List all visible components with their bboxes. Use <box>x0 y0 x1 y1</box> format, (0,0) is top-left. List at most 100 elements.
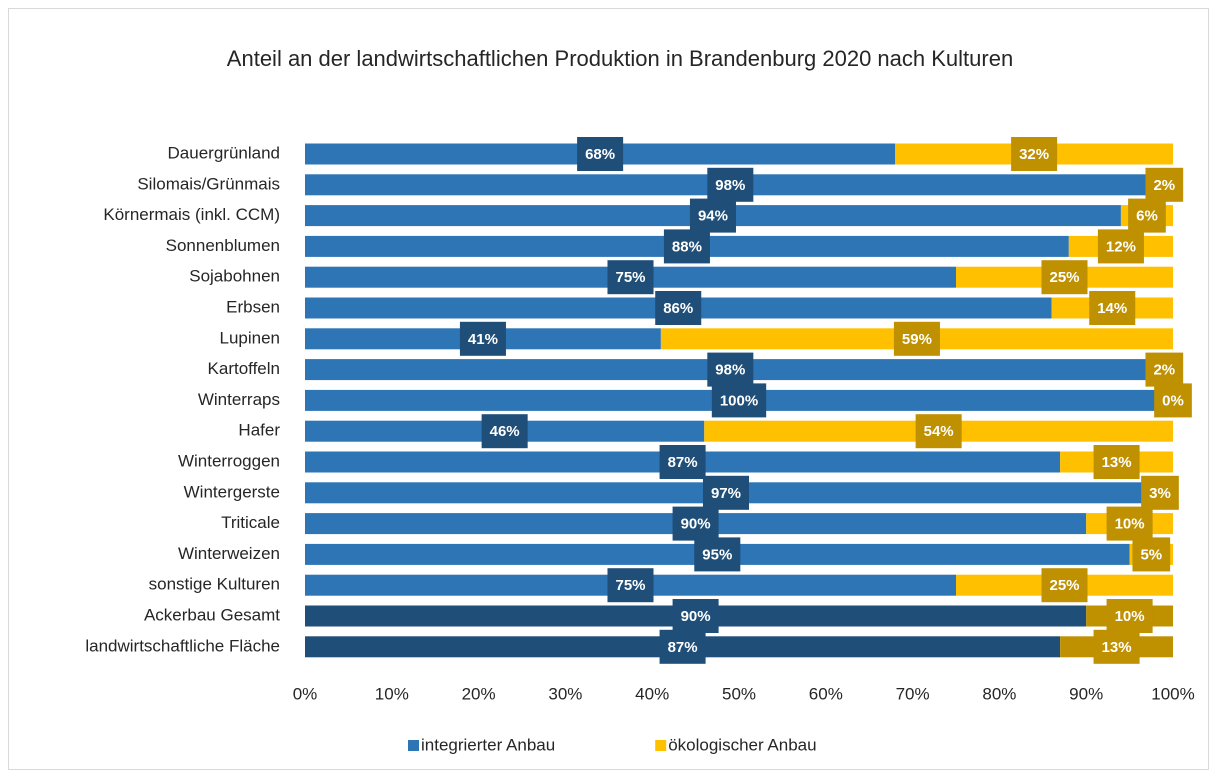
data-label: 10% <box>1115 608 1145 625</box>
x-tick-label: 100% <box>1151 684 1194 703</box>
data-label: 0% <box>1162 392 1184 409</box>
data-label: 75% <box>615 269 645 286</box>
data-label: 32% <box>1019 146 1049 163</box>
data-label: 54% <box>924 423 954 440</box>
data-label-box <box>1154 383 1192 418</box>
data-label: 98% <box>715 362 745 379</box>
data-label-box <box>655 291 702 325</box>
data-label: 12% <box>1106 238 1136 255</box>
y-tick-label: Ackerbau Gesamt <box>144 605 280 624</box>
data-label-box <box>893 321 940 356</box>
data-label-box <box>1097 229 1144 264</box>
y-tick-label: Dauergrünland <box>168 143 280 162</box>
data-label: 2% <box>1153 177 1175 194</box>
data-label: 13% <box>1102 454 1132 471</box>
data-label-box <box>711 383 767 418</box>
data-label-box <box>607 568 654 603</box>
data-label: 59% <box>902 331 932 348</box>
data-label-box <box>702 475 749 510</box>
data-label-box <box>481 414 528 449</box>
x-tick-label: 90% <box>1069 684 1103 703</box>
y-tick-label: Lupinen <box>219 328 280 347</box>
data-label-box <box>1041 568 1088 603</box>
data-label-box <box>694 537 741 572</box>
legend-swatch <box>655 740 667 751</box>
data-label-box <box>1141 475 1179 510</box>
data-label-box <box>1132 537 1171 572</box>
x-tick-label: 20% <box>462 684 496 703</box>
data-label-box <box>1093 629 1140 664</box>
data-label: 6% <box>1136 208 1158 225</box>
data-label: 100% <box>720 392 758 409</box>
data-label-box <box>707 167 754 202</box>
data-label: 3% <box>1149 485 1171 502</box>
data-label: 98% <box>715 177 745 194</box>
data-label: 10% <box>1115 516 1145 533</box>
y-tick-label: Sonnenblumen <box>166 236 280 255</box>
data-label: 14% <box>1097 300 1127 317</box>
data-label: 25% <box>1049 269 1079 286</box>
data-label-box <box>1011 137 1058 171</box>
data-label-box <box>1106 506 1153 541</box>
y-tick-label: Erbsen <box>226 297 280 316</box>
data-label: 2% <box>1153 362 1175 379</box>
data-label: 75% <box>615 577 645 594</box>
data-label: 97% <box>711 485 741 502</box>
x-tick-label: 30% <box>548 684 582 703</box>
y-tick-label: Silomais/Grünmais <box>137 174 280 193</box>
y-tick-label: Sojabohnen <box>189 267 280 286</box>
y-tick-label: sonstige Kulturen <box>149 575 280 594</box>
legend-label: ökologischer Anbau <box>668 735 816 754</box>
x-tick-label: 40% <box>635 684 669 703</box>
data-label-box <box>659 445 706 479</box>
data-label-box <box>659 629 706 664</box>
y-tick-label: Triticale <box>221 513 280 532</box>
data-label-box <box>1041 260 1088 295</box>
legend-label: integrierter Anbau <box>421 735 555 754</box>
data-label: 87% <box>668 454 698 471</box>
data-label-box <box>707 352 754 387</box>
data-label-box <box>915 414 962 449</box>
x-tick-label: 60% <box>809 684 843 703</box>
y-tick-label: landwirtschaftliche Fläche <box>85 636 280 655</box>
data-label-box <box>663 229 710 264</box>
data-label-box <box>459 321 506 356</box>
data-label: 87% <box>668 639 698 656</box>
data-label-box <box>1145 167 1184 202</box>
y-tick-label: Hafer <box>238 421 280 440</box>
x-tick-label: 50% <box>722 684 756 703</box>
data-label: 25% <box>1049 577 1079 594</box>
data-label-box <box>607 260 654 295</box>
y-tick-label: Winterroggen <box>178 451 280 470</box>
data-label-box <box>1145 352 1184 387</box>
x-tick-label: 70% <box>896 684 930 703</box>
data-label-box <box>1106 599 1153 633</box>
data-label: 95% <box>702 546 732 563</box>
x-tick-label: 80% <box>982 684 1016 703</box>
data-label: 88% <box>672 238 702 255</box>
x-tick-label: 10% <box>375 684 409 703</box>
data-label-box <box>1128 198 1166 233</box>
data-label: 94% <box>698 208 728 225</box>
y-tick-label: Winterweizen <box>178 544 280 563</box>
y-tick-label: Winterraps <box>198 390 280 409</box>
data-label-box <box>672 506 719 541</box>
data-label: 41% <box>468 331 498 348</box>
x-tick-label: 0% <box>293 684 318 703</box>
data-label: 68% <box>585 146 615 163</box>
data-label: 46% <box>490 423 520 440</box>
chart-title: Anteil an der landwirtschaftlichen Produ… <box>226 46 1014 71</box>
data-label-box <box>577 137 624 171</box>
data-label-box <box>672 599 719 633</box>
data-label: 5% <box>1140 546 1162 563</box>
y-tick-label: Kartoffeln <box>208 359 280 378</box>
y-tick-label: Körnermais (inkl. CCM) <box>103 205 280 224</box>
legend-swatch <box>408 740 419 751</box>
data-label-box <box>1089 291 1136 325</box>
data-label-box <box>1093 445 1140 479</box>
y-tick-label: Wintergerste <box>184 482 280 501</box>
data-label: 13% <box>1102 639 1132 656</box>
data-label: 90% <box>681 516 711 533</box>
